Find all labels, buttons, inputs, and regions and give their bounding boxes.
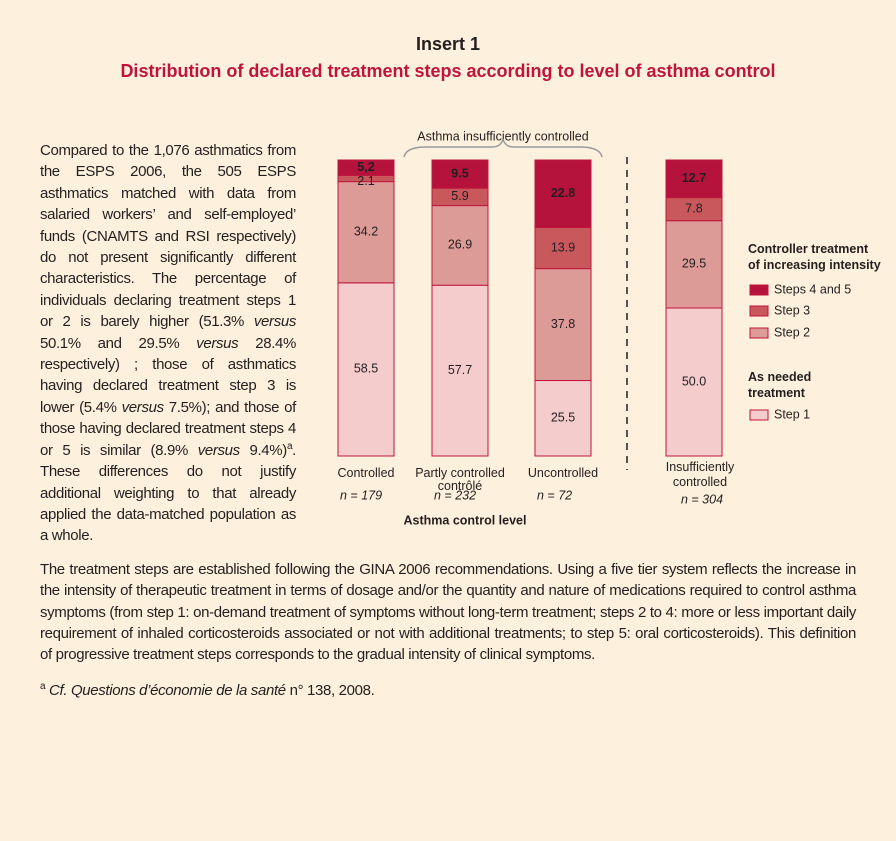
value-label: 2.1: [357, 174, 374, 188]
text-run: 28.4% respectively) ; those of asthmatic…: [40, 334, 296, 416]
insert-subtitle: Distribution of declared treatment steps…: [120, 61, 776, 81]
text-run: n° 138, 2008.: [285, 681, 375, 699]
value-label: 7.8: [685, 201, 702, 215]
legend-label: Step 2: [774, 325, 810, 339]
value-label: 9.5: [451, 166, 468, 180]
bar-segment: [431, 159, 489, 189]
category-label: Insufficiently controlled: [666, 460, 735, 489]
bar-segment: [337, 159, 395, 176]
bar-segment: [337, 282, 395, 457]
value-label: 58.5: [354, 362, 378, 376]
text-run: Compared to the 1,076 asthmatics from th…: [40, 142, 296, 331]
value-label: 22.8: [551, 186, 575, 200]
value-label: 25.5: [551, 411, 575, 425]
legend-swatch: [749, 409, 769, 421]
bar-segment: [534, 159, 592, 228]
text-run: versus: [196, 334, 239, 352]
category-label: Uncontrolled: [528, 466, 598, 480]
bar-segment: [534, 380, 592, 457]
bar-segment: [665, 220, 723, 309]
text-run: versus: [121, 398, 164, 416]
text-run: a: [40, 680, 46, 692]
text-run: Cf. Questions d’économie de la santé: [49, 681, 286, 699]
insert-title: Insert 1: [415, 34, 481, 54]
bar-segment: [534, 226, 592, 270]
text-run: a: [286, 440, 293, 452]
n-label: n = 179: [340, 488, 382, 502]
bar-segment: [431, 284, 489, 457]
text-run: versus: [197, 441, 240, 459]
bar-segment: [665, 307, 723, 457]
value-label: 13.9: [551, 240, 575, 254]
n-label: n = 72: [537, 488, 572, 502]
paragraph: Compared to the 1,076 asthmatics from th…: [40, 140, 856, 547]
annotation: Asthma insufficiently controlled: [417, 129, 588, 143]
chart: 58.5 34.2 2.15,2 Controlled n = 179 57.7 26.9 5…: [337, 129, 881, 527]
legend-label: Steps 4 and 5: [774, 282, 851, 296]
legend-swatch: [749, 284, 769, 296]
value-label: 34.2: [354, 225, 378, 239]
bar-segment: [665, 159, 723, 199]
value-label: 5,2: [357, 160, 374, 174]
bar-segment: [431, 205, 489, 286]
legend-label: Step 1: [774, 407, 810, 421]
text-run: 9.4%): [239, 441, 288, 459]
value-label: 50.0: [682, 374, 706, 388]
value-label: 26.9: [448, 238, 472, 252]
text-run: The treatment steps are established foll…: [40, 560, 856, 664]
legend-title: Controller treatment of increasing intens…: [748, 242, 881, 272]
legend-swatch: [749, 327, 769, 339]
category-label: Partly controlled contrôlé: [415, 466, 505, 493]
value-label: 57.7: [448, 363, 472, 377]
category-label: Controlled: [338, 466, 395, 480]
bar-segment: [534, 268, 592, 382]
brace: [403, 138, 603, 158]
value-label: 37.8: [551, 317, 575, 331]
paragraph: The treatment steps are established foll…: [40, 559, 856, 666]
text-run: . These differences do not justify addit…: [40, 441, 296, 545]
n-label: n = 304: [681, 492, 723, 506]
x-axis-label: Asthma control level: [404, 513, 527, 527]
text-run: 50.1% and 29.5%: [40, 334, 197, 352]
n-label: n = 232: [434, 488, 476, 502]
legend-label: Step 3: [774, 303, 810, 317]
footnote: a Cf. Questions d’économie de la santé n…: [40, 680, 856, 701]
text-run: 7.5%); and those of those having declare…: [40, 398, 296, 459]
body-text: Compared to the 1,076 asthmatics from th…: [40, 140, 856, 713]
value-label: 29.5: [682, 257, 706, 271]
legend-swatch: [749, 305, 769, 317]
value-label: 5.9: [451, 189, 468, 203]
value-label: 12.7: [682, 171, 706, 185]
text-run: versus: [253, 313, 296, 331]
legend-title: As needed treatment: [748, 370, 811, 400]
